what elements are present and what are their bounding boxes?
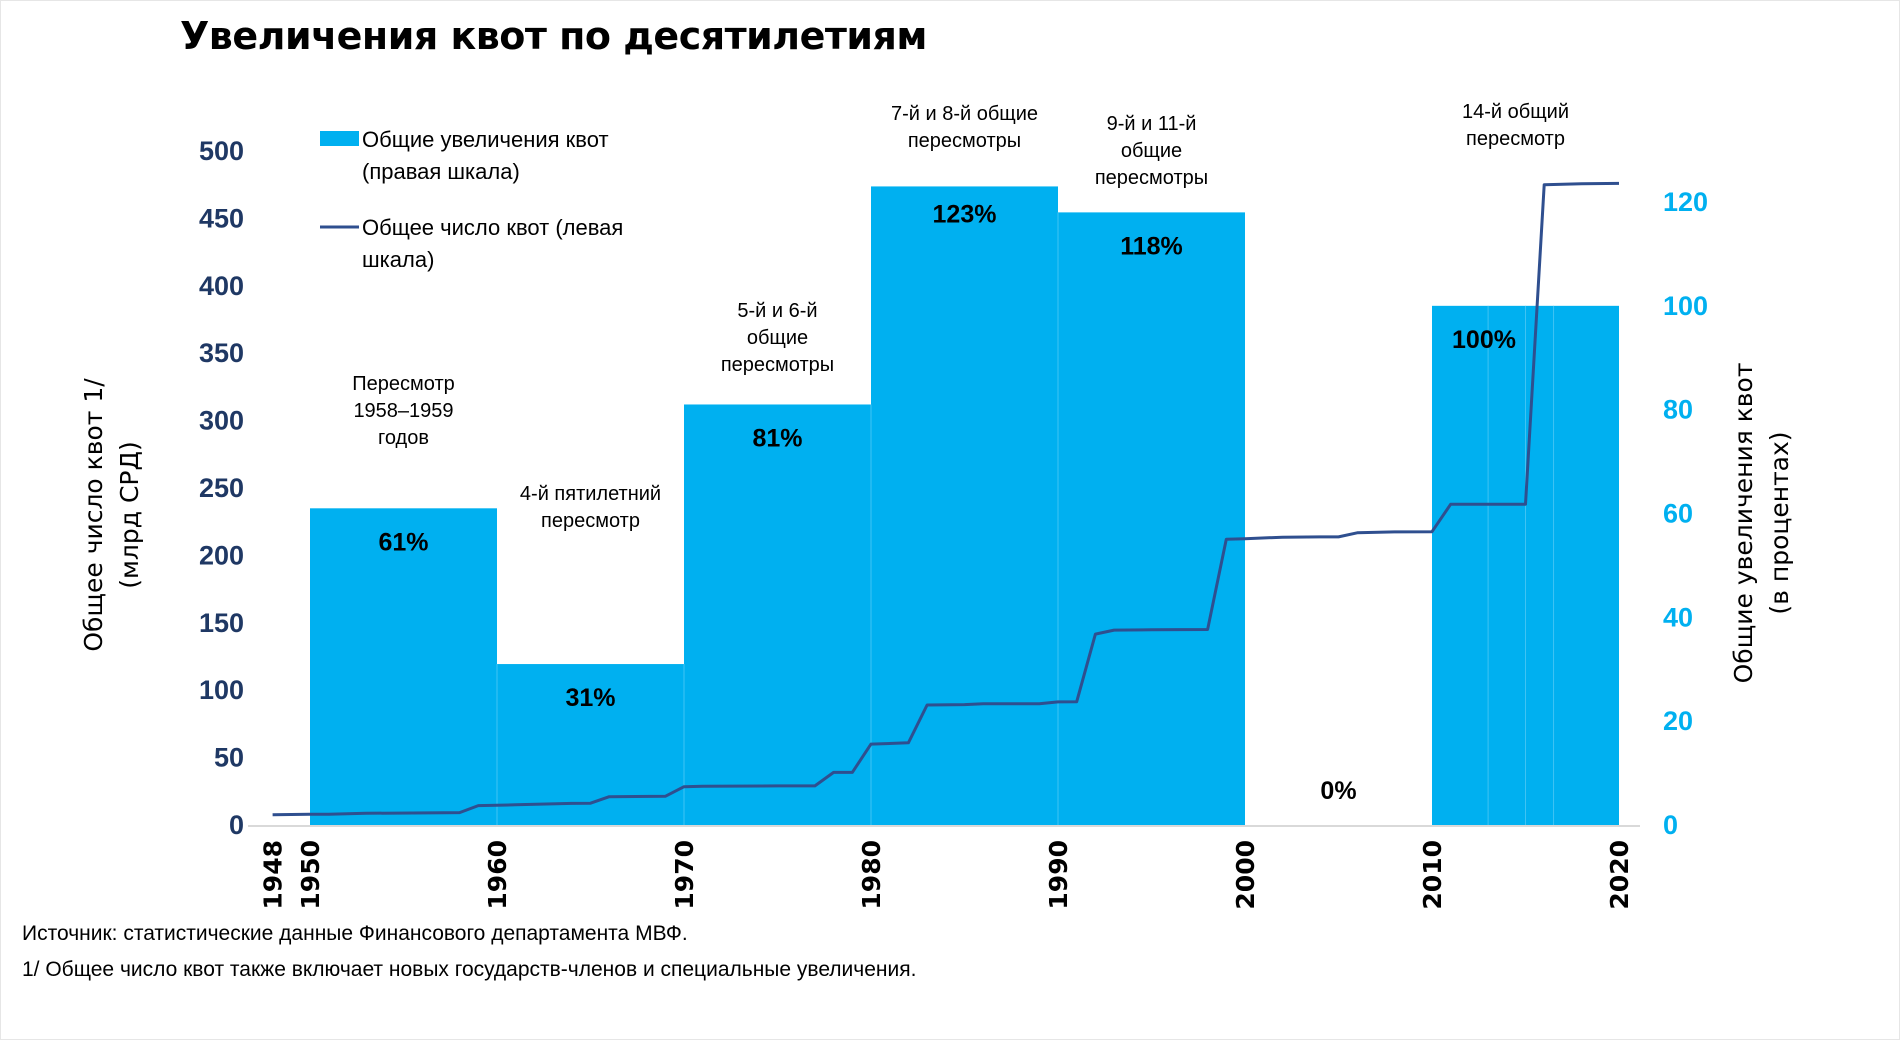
left-tick-label: 450 [199,203,244,233]
bar-percent-label: 123% [933,200,997,228]
legend-line-label: Общее число квот (левая [362,215,623,240]
legend-bar-swatch [320,131,359,146]
right-tick-label: 100 [1663,291,1708,321]
bar-percent-label: 118% [1120,232,1183,260]
left-tick-label: 200 [199,540,244,570]
right-tick-label: 20 [1663,706,1693,736]
x-axis-ticks: 1948 1950 1960 1970 1980 1990 2000 2010 2020 [259,840,1634,910]
x-tick-label: 2010 [1418,840,1447,910]
x-tick-label: 1990 [1044,840,1073,910]
left-tick-label: 150 [199,608,244,638]
left-tick-label: 0 [229,810,244,840]
left-tick-label: 50 [214,743,244,773]
left-axis-title: (млрд СРД) [115,441,144,589]
bar-annotation: 1958–1959 [353,400,453,422]
right-axis-title: (в процентах) [1765,431,1794,614]
left-tick-label: 500 [199,136,244,166]
right-tick-label: 60 [1663,499,1693,529]
bar-annotation: 9-й и 11-й [1107,113,1197,135]
bar-annotation: 5-й и 6-й [737,300,817,322]
x-tick-label: 1948 [259,840,288,910]
left-tick-label: 300 [199,406,244,436]
chart-title: Увеличения квот по десятилетиям [180,14,928,58]
x-tick-label: 1950 [296,840,325,910]
left-tick-label: 400 [199,271,244,301]
x-tick-label: 1970 [670,840,699,910]
bar-annotation: 4-й пятилетний [520,483,661,505]
left-tick-label: 350 [199,338,244,368]
bars-layer [310,186,1619,826]
footnote-1: 1/ Общее число квот также включает новых… [22,958,917,981]
bar-percent-label: 61% [378,528,428,556]
legend: Общие увеличения квот (правая шкала) Общее… [320,127,623,272]
right-tick-label: 80 [1663,395,1693,425]
bar-1990s [1058,212,1245,826]
legend-bar-label: (правая шкала) [362,159,520,184]
left-axis-ticks: 0 50 100 150 200 250 300 350 400 450 500 [199,136,244,840]
x-tick-label: 1960 [483,840,512,910]
right-axis-ticks: 0 20 40 60 80 100 120 [1663,187,1708,840]
bar-1960s [497,664,684,825]
bar-1950s [310,508,497,825]
bar-annotation: Пересмотр [352,373,454,395]
annotations: Пересмотр 1958–1959 годов 61% 4-й пятилетний… [352,101,1569,805]
right-axis-title: Общие увеличения квот [1729,363,1758,684]
bar-annotation: 14-й общий [1462,101,1569,123]
bar-annotation: общие [747,327,808,349]
bar-annotation: годов [378,427,429,449]
bar-annotation: пересмотр [541,510,640,532]
bar-percent-label: 0% [1320,777,1356,805]
left-tick-label: 250 [199,473,244,503]
x-tick-label: 2020 [1605,840,1634,910]
axis-labels: Общее число квот 1/(млрд СРД) Общие увели… [79,363,1794,684]
left-axis-title: Общее число квот 1/ [79,378,108,652]
bar-1980s [871,186,1058,826]
bar-annotation: 7-й и 8-й общие [891,103,1038,125]
bar-annotation: пересмотры [721,354,834,376]
legend-bar-label: Общие увеличения квот [362,127,609,152]
line-layer [272,181,1620,817]
bar-1970s [684,404,871,825]
bar-percent-label: 100% [1452,326,1516,354]
right-tick-label: 120 [1663,187,1708,217]
bar-percent-label: 31% [565,684,615,712]
right-tick-label: 0 [1663,810,1678,840]
bar-annotation: общие [1121,140,1182,162]
bar-annotation: пересмотры [1095,167,1208,189]
bar-annotation: пересмотры [908,130,1021,152]
bar-percent-label: 81% [752,424,802,452]
legend-line-label: шкала) [362,247,434,272]
bar-annotation: пересмотр [1466,128,1565,150]
total-quota-line [272,181,1620,817]
source-note: Источник: статистические данные Финансов… [22,922,688,945]
left-tick-label: 100 [199,675,244,705]
x-tick-label: 2000 [1231,840,1260,910]
right-tick-label: 40 [1663,602,1693,632]
x-tick-label: 1980 [857,840,886,910]
